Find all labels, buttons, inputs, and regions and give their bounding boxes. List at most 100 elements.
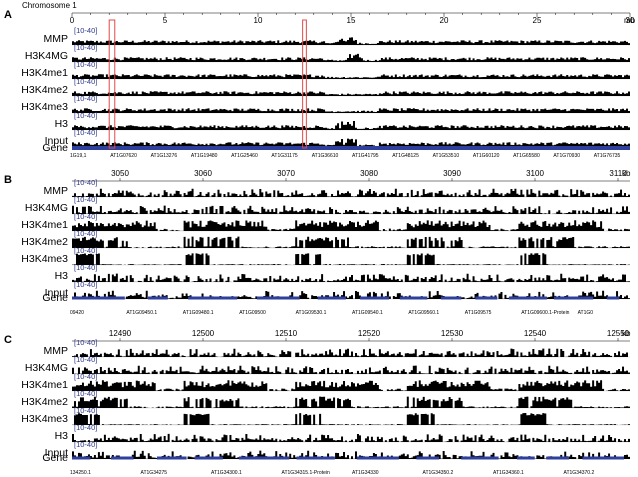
gene-id-label: AT1G34300.1 xyxy=(211,470,242,476)
gene-feature xyxy=(440,296,462,300)
gene-id-label: AT1G09600.1-Protein xyxy=(521,310,569,316)
track-signal-h3k4mg xyxy=(72,365,630,374)
gene-feature xyxy=(553,296,594,300)
track-label: H3K4me2 xyxy=(21,396,68,408)
track-signal-h3k4me1 xyxy=(72,380,630,391)
x-tick-label: 3060 xyxy=(194,169,212,178)
gene-feature xyxy=(72,456,91,460)
x-tick-label: 12490 xyxy=(109,329,132,338)
axis-unit: mb xyxy=(624,16,636,25)
track-label: Input xyxy=(45,287,68,299)
track-range-label: [10-40] xyxy=(74,94,97,103)
gene-id-label: 134250.1 xyxy=(70,470,91,476)
track-range-label: [10-40] xyxy=(74,60,97,69)
gene-feature xyxy=(399,296,428,300)
gene-id-label: AT1G76735 xyxy=(594,153,621,159)
track-signal-h3k4mg xyxy=(72,53,630,62)
gene-feature xyxy=(188,296,238,300)
gene-feature xyxy=(475,296,498,300)
gene-id-label: AT1G48125 xyxy=(392,153,419,159)
gene-id-label: AT1G53510 xyxy=(433,153,460,159)
track-range-label: [10-40] xyxy=(74,406,97,415)
gene-id-label: AT1G36610 xyxy=(312,153,339,159)
x-tick-label: 20 xyxy=(440,16,449,25)
x-tick-label: 3080 xyxy=(360,169,378,178)
gene-id-label: AT1G25460 xyxy=(231,153,258,159)
track-range-label: [10-40] xyxy=(74,111,97,120)
track-range-label: [10-40] xyxy=(74,195,97,204)
track-label: H3 xyxy=(55,270,69,282)
track-label: H3K4me3 xyxy=(21,413,68,425)
gene-feature xyxy=(110,456,134,460)
x-tick-label: 12550 xyxy=(607,329,630,338)
gene-id-label: AT1G70930 xyxy=(553,153,580,159)
track-label: MMP xyxy=(44,33,69,45)
x-tick-label: 0 xyxy=(70,16,75,25)
track-signal-h3k4me2 xyxy=(72,91,630,96)
axis-unit: kb xyxy=(622,169,631,178)
gene-feature xyxy=(546,456,569,460)
gene-feature xyxy=(194,456,223,460)
x-tick-label: 12540 xyxy=(524,329,547,338)
gene-feature xyxy=(156,456,187,460)
track-label: MMP xyxy=(44,345,69,357)
x-tick-label: 15 xyxy=(347,16,356,25)
track-range-label: [10-40] xyxy=(74,355,97,364)
gene-feature xyxy=(356,456,399,460)
track-range-label: [10-40] xyxy=(74,212,97,221)
gene-id-label: AT1G34350.2 xyxy=(423,470,454,476)
axis-title: Chromosome 1 xyxy=(22,1,77,10)
gene-feature xyxy=(508,296,547,300)
x-tick-label: 12520 xyxy=(358,329,381,338)
highlight-region xyxy=(302,19,307,149)
gene-id-label: AT1G09500 xyxy=(239,310,266,316)
track-signal-h3k4me1 xyxy=(72,74,630,79)
track-signal-h3k4me2 xyxy=(72,236,630,248)
gene-feature xyxy=(582,456,625,460)
track-signal-mmp xyxy=(72,348,630,357)
gene-id-label: AT1G65580 xyxy=(513,153,540,159)
gene-feature xyxy=(296,456,335,460)
track-label: H3K4me3 xyxy=(21,101,68,113)
gene-id-label: AT1G09540.1 xyxy=(352,310,383,316)
track-label: H3 xyxy=(55,118,69,130)
track-label: Input xyxy=(45,135,68,147)
gene-id-label: AT1G34370.2 xyxy=(564,470,595,476)
gene-id-label: AT1G31175 xyxy=(271,153,297,159)
track-signal-h3 xyxy=(72,273,630,282)
x-tick-label: 3090 xyxy=(443,169,461,178)
track-range-label: [10-40] xyxy=(74,229,97,238)
track-signal-h3k4mg xyxy=(72,205,630,214)
track-signal-mmp xyxy=(72,37,630,45)
gene-feature xyxy=(72,296,125,300)
track-label: H3K4MG xyxy=(25,50,68,62)
gene-id-label: AT1G19480 xyxy=(191,153,218,159)
track-label: H3K4MG xyxy=(25,202,68,214)
track-range-label: [10-40] xyxy=(74,389,97,398)
track-label: H3K4me1 xyxy=(21,67,68,79)
track-signal-h3k4me3 xyxy=(72,108,630,113)
track-label: H3K4me2 xyxy=(21,84,68,96)
gene-id-label: 1G19,1 xyxy=(70,153,87,159)
track-signal-h3k4me3 xyxy=(72,413,630,425)
gene-id-label: AT1G09560.1 xyxy=(408,310,439,316)
track-signal-input xyxy=(72,450,630,459)
track-signal-h3k4me1 xyxy=(72,220,630,231)
gene-id-label: AT1G09530.1 xyxy=(296,310,327,316)
gene-id-label: AT1G60120 xyxy=(473,153,500,159)
x-tick-label: 12500 xyxy=(192,329,215,338)
track-range-label: [10-40] xyxy=(74,77,97,86)
x-tick-label: 30 xyxy=(626,16,635,25)
panel-label: A xyxy=(4,9,12,21)
gene-feature xyxy=(516,456,535,460)
gene-id-label: AT1G07620 xyxy=(110,153,137,159)
track-range-label: [10-40] xyxy=(74,43,97,52)
x-tick-label: 25 xyxy=(533,16,542,25)
gene-bar xyxy=(72,146,630,150)
gene-id-label: AT1G09450.1 xyxy=(126,310,157,316)
gene-feature xyxy=(606,296,620,300)
track-range-label: [10-40] xyxy=(74,263,97,272)
track-label: H3K4MG xyxy=(25,362,68,374)
gene-id-label: AT1G09480.1 xyxy=(183,310,214,316)
